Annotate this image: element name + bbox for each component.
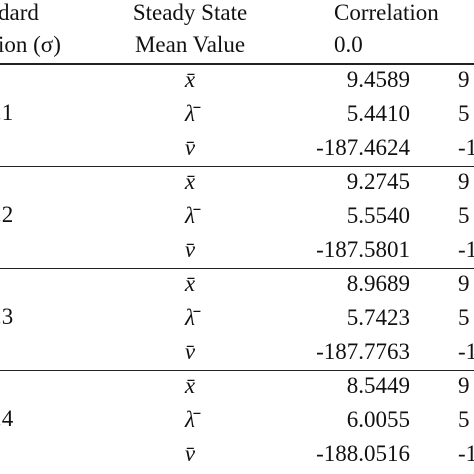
value: 9 xyxy=(458,271,470,296)
header-text: Correlation xyxy=(334,0,439,25)
symbol: v̄ xyxy=(184,441,196,466)
value: 6.0055 xyxy=(346,407,410,432)
group-rule xyxy=(0,370,474,371)
value: 5 xyxy=(458,203,470,228)
value: 5.4410 xyxy=(346,101,410,126)
header-text: 0.0 xyxy=(334,32,363,57)
symbol: λ̄ xyxy=(185,305,195,330)
group-label: .3 xyxy=(0,304,14,329)
symbol: x̄ xyxy=(184,67,196,92)
value: 9.2745 xyxy=(346,169,410,194)
value: -18 xyxy=(458,339,474,364)
value: 5.5540 xyxy=(346,203,410,228)
header-text: Mean Value xyxy=(134,32,246,57)
value: 9 xyxy=(458,169,470,194)
value: -188.0516 xyxy=(316,441,410,466)
value: -18 xyxy=(458,237,474,262)
value: 9 xyxy=(458,373,470,398)
value: -18 xyxy=(458,441,474,466)
group-rule xyxy=(0,268,474,269)
group-label: .4 xyxy=(0,406,14,431)
header-text: dard xyxy=(0,0,39,25)
group-label: .1 xyxy=(0,100,14,125)
symbol: x̄ xyxy=(184,271,196,296)
symbol: v̄ xyxy=(184,237,196,262)
symbol: v̄ xyxy=(184,339,196,364)
value: -18 xyxy=(458,135,474,160)
value: 9 xyxy=(458,67,470,92)
value: 9.4589 xyxy=(346,67,410,92)
header-text: Steady State xyxy=(132,0,248,25)
value: 5 xyxy=(458,101,470,126)
value: 8.9689 xyxy=(346,271,410,296)
symbol: λ̄ xyxy=(185,203,195,228)
symbol: λ̄ xyxy=(185,101,195,126)
value: -187.5801 xyxy=(316,237,410,262)
value: -187.7763 xyxy=(316,339,410,364)
value: 5 xyxy=(458,305,470,330)
group-label: .2 xyxy=(0,202,14,227)
value: 5 xyxy=(458,407,470,432)
value: 8.5449 xyxy=(346,373,410,398)
header-text: ion (σ) xyxy=(0,32,61,57)
value: -187.4624 xyxy=(316,135,410,160)
symbol: λ̄ xyxy=(185,407,195,432)
symbol: x̄ xyxy=(184,169,196,194)
symbol: x̄ xyxy=(184,373,196,398)
value: 5.7423 xyxy=(346,305,410,330)
symbol: v̄ xyxy=(184,135,196,160)
header-rule xyxy=(0,63,474,65)
group-rule xyxy=(0,166,474,167)
